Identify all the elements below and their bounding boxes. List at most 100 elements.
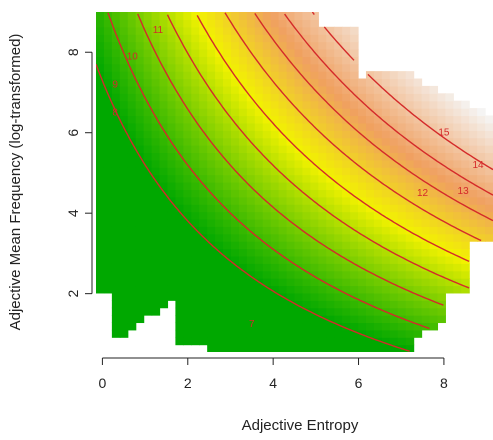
heatmap-cell bbox=[143, 78, 153, 87]
heatmap-cell bbox=[223, 307, 232, 316]
heatmap-cell bbox=[397, 85, 407, 94]
heatmap-cell bbox=[167, 196, 176, 205]
heatmap-cell bbox=[381, 285, 391, 294]
heatmap-cell bbox=[389, 159, 399, 168]
heatmap-cell bbox=[238, 41, 248, 50]
heatmap-cell bbox=[278, 248, 288, 257]
heatmap-cell bbox=[96, 56, 105, 65]
heatmap-cell bbox=[310, 145, 319, 154]
heatmap-cell bbox=[191, 26, 200, 35]
heatmap-cell bbox=[318, 226, 327, 235]
heatmap-cell bbox=[278, 41, 288, 50]
heatmap-cell bbox=[135, 63, 145, 72]
heatmap-cell bbox=[143, 26, 153, 35]
heatmap-cell bbox=[294, 196, 304, 205]
heatmap-cell bbox=[294, 189, 304, 198]
heatmap-cell bbox=[175, 130, 184, 139]
heatmap-cell bbox=[310, 108, 319, 117]
heatmap-cell bbox=[278, 159, 288, 168]
heatmap-cell bbox=[111, 278, 121, 287]
heatmap-cell bbox=[175, 322, 184, 331]
heatmap-cell bbox=[215, 71, 224, 80]
heatmap-cell bbox=[334, 270, 343, 279]
heatmap-cell bbox=[429, 115, 439, 124]
heatmap-cell bbox=[358, 137, 367, 146]
heatmap-cell bbox=[445, 108, 454, 117]
heatmap-cell bbox=[302, 145, 311, 154]
heatmap-cell bbox=[461, 233, 470, 242]
heatmap-cell bbox=[223, 315, 232, 324]
heatmap-cell bbox=[326, 85, 335, 94]
heatmap-cell bbox=[326, 100, 335, 109]
heatmap-cell bbox=[365, 204, 375, 213]
heatmap-cell bbox=[453, 226, 462, 235]
heatmap-cell bbox=[183, 93, 192, 102]
heatmap-cell bbox=[119, 152, 129, 161]
heatmap-cell bbox=[326, 41, 335, 50]
heatmap-cell bbox=[429, 167, 439, 176]
heatmap-cell bbox=[175, 48, 184, 57]
heatmap-cell bbox=[310, 322, 319, 331]
x-tick-label: 2 bbox=[184, 375, 192, 391]
heatmap-cell bbox=[350, 278, 359, 287]
heatmap-cell bbox=[278, 167, 288, 176]
heatmap-cell bbox=[381, 218, 391, 227]
heatmap-cell bbox=[405, 278, 415, 287]
heatmap-cell bbox=[445, 263, 454, 272]
heatmap-cell bbox=[96, 285, 105, 294]
heatmap-cell bbox=[254, 189, 264, 198]
y-tick-label: 2 bbox=[65, 290, 81, 298]
heatmap-cell bbox=[119, 322, 129, 331]
heatmap-cell bbox=[365, 78, 375, 87]
heatmap-cell bbox=[207, 100, 216, 109]
heatmap-cell bbox=[127, 300, 137, 309]
heatmap-cell bbox=[183, 263, 192, 272]
heatmap-cell bbox=[310, 189, 319, 198]
heatmap-cell bbox=[485, 211, 493, 220]
heatmap-cell bbox=[381, 100, 391, 109]
heatmap-cell bbox=[199, 159, 208, 168]
heatmap-cell bbox=[453, 263, 462, 272]
heatmap-cell bbox=[397, 182, 407, 190]
heatmap-cell bbox=[429, 218, 439, 227]
heatmap-cell bbox=[167, 233, 176, 242]
heatmap-cell bbox=[246, 115, 256, 124]
heatmap-cell bbox=[238, 145, 248, 154]
heatmap-cell bbox=[389, 255, 399, 264]
heatmap-cell bbox=[143, 285, 153, 294]
heatmap-cell bbox=[294, 26, 304, 35]
heatmap-cell bbox=[429, 233, 439, 242]
heatmap-cell bbox=[278, 115, 288, 124]
heatmap-cell bbox=[270, 270, 280, 279]
heatmap-cell bbox=[469, 189, 478, 198]
heatmap-cell bbox=[254, 130, 264, 139]
heatmap-cell bbox=[421, 189, 431, 198]
heatmap-cell bbox=[358, 152, 367, 161]
heatmap-cell bbox=[159, 218, 169, 227]
heatmap-cell bbox=[111, 270, 121, 279]
heatmap-cell bbox=[397, 137, 407, 146]
heatmap-cell bbox=[159, 137, 169, 146]
heatmap-cell bbox=[294, 130, 304, 139]
heatmap-cell bbox=[151, 19, 161, 28]
heatmap-cell bbox=[334, 122, 343, 131]
heatmap-cell bbox=[350, 93, 359, 102]
heatmap-cell bbox=[238, 263, 248, 272]
contour-line-15 bbox=[311, 12, 493, 171]
heatmap-cell bbox=[254, 71, 264, 80]
heatmap-cell bbox=[215, 137, 224, 146]
heatmap-cell bbox=[326, 329, 335, 338]
heatmap-cell bbox=[389, 137, 399, 146]
heatmap-cell bbox=[230, 93, 240, 102]
heatmap-cell bbox=[405, 145, 415, 154]
heatmap-cell bbox=[477, 182, 486, 190]
heatmap-cell bbox=[262, 167, 272, 176]
heatmap-cell bbox=[310, 152, 319, 161]
heatmap-cell bbox=[111, 130, 121, 139]
heatmap-cell bbox=[445, 174, 454, 183]
heatmap-cell bbox=[135, 182, 145, 190]
heatmap-cell bbox=[96, 159, 105, 168]
heatmap-cell bbox=[326, 278, 335, 287]
heatmap-cell bbox=[278, 12, 288, 20]
heatmap-cell bbox=[326, 218, 335, 227]
